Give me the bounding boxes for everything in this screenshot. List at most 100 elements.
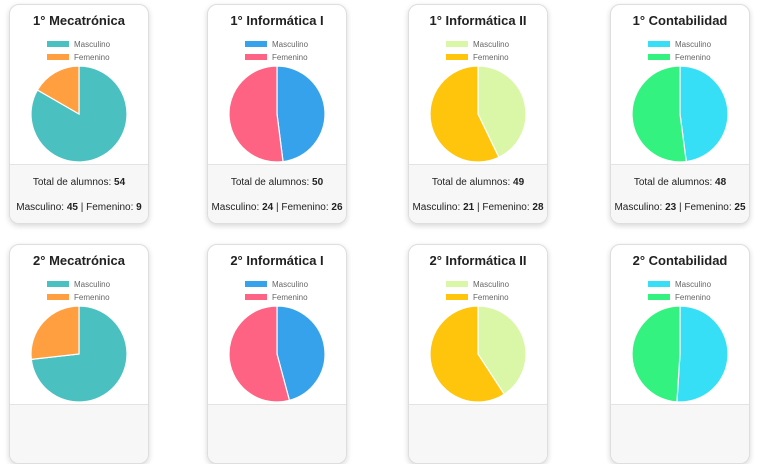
legend-item-female[interactable]: Femenino bbox=[245, 51, 308, 63]
female-label: Femenino: bbox=[281, 202, 329, 213]
legend-swatch bbox=[446, 41, 468, 47]
legend: Masculino Femenino bbox=[446, 38, 509, 64]
card-footer: Total de alumnos: 48 Masculino: 23 | Fem… bbox=[611, 164, 749, 223]
legend-swatch bbox=[648, 294, 670, 300]
legend-item-male[interactable]: Masculino bbox=[245, 38, 308, 50]
legend-swatch bbox=[47, 281, 69, 287]
pie-slice-femenino[interactable] bbox=[228, 65, 284, 163]
male-count: 23 bbox=[665, 202, 677, 213]
female-count: 25 bbox=[734, 202, 746, 213]
pie-slice-femenino[interactable] bbox=[631, 65, 687, 163]
legend-item-female[interactable]: Femenino bbox=[245, 291, 308, 303]
female-label: Femenino: bbox=[482, 202, 530, 213]
legend-swatch bbox=[446, 54, 468, 60]
course-card-2-informatica-i: 2° Informática I Masculino Femenino bbox=[207, 244, 347, 464]
legend-item-male[interactable]: Masculino bbox=[648, 278, 711, 290]
pie-chart bbox=[429, 65, 527, 163]
legend-item-female[interactable]: Femenino bbox=[47, 291, 110, 303]
legend: Masculino Femenino bbox=[648, 38, 711, 64]
total-value: 48 bbox=[715, 177, 727, 188]
pie-slice-femenino[interactable] bbox=[228, 305, 291, 403]
gender-counts: Masculino: 45 | Femenino: 9 bbox=[10, 202, 148, 213]
card-footer: Total de alumnos: 50 Masculino: 24 | Fem… bbox=[208, 164, 346, 223]
pie-chart bbox=[30, 305, 128, 403]
legend-swatch bbox=[47, 54, 69, 60]
legend-item-male[interactable]: Masculino bbox=[648, 38, 711, 50]
card-title: 1° Mecatrónica bbox=[33, 13, 125, 28]
legend-item-male[interactable]: Masculino bbox=[446, 278, 509, 290]
legend-label: Femenino bbox=[473, 52, 509, 62]
pie-slice-masculino[interactable] bbox=[477, 65, 527, 159]
pie-slice-masculino[interactable] bbox=[276, 305, 326, 402]
legend-label: Masculino bbox=[473, 279, 510, 289]
legend-label: Masculino bbox=[675, 39, 712, 49]
legend-label: Femenino bbox=[272, 292, 308, 302]
legend-label: Masculino bbox=[473, 39, 510, 49]
card-footer: Total de alumnos: 49 Masculino: 21 | Fem… bbox=[409, 164, 547, 223]
separator: | bbox=[275, 202, 279, 213]
legend-label: Femenino bbox=[272, 52, 308, 62]
legend-swatch bbox=[245, 41, 267, 47]
pie-slice-femenino[interactable] bbox=[429, 305, 506, 403]
legend-swatch bbox=[648, 54, 670, 60]
separator: | bbox=[80, 202, 84, 213]
course-card-1-contabilidad: 1° Contabilidad Masculino Femenino Total… bbox=[610, 4, 750, 224]
legend-label: Femenino bbox=[675, 292, 711, 302]
legend: Masculino Femenino bbox=[47, 278, 110, 304]
pie-slice-masculino[interactable] bbox=[679, 65, 729, 163]
male-count: 45 bbox=[66, 202, 78, 213]
legend-label: Femenino bbox=[74, 52, 110, 62]
legend-swatch bbox=[648, 41, 670, 47]
legend-item-male[interactable]: Masculino bbox=[47, 38, 110, 50]
legend-swatch bbox=[446, 281, 468, 287]
pie-slice-femenino[interactable] bbox=[36, 65, 80, 116]
total-students: Total de alumnos: 48 bbox=[611, 177, 749, 188]
male-count: 21 bbox=[463, 202, 475, 213]
card-title: 2° Informática II bbox=[429, 253, 527, 268]
male-count: 24 bbox=[262, 202, 274, 213]
legend-item-male[interactable]: Masculino bbox=[47, 278, 110, 290]
card-footer bbox=[208, 404, 346, 463]
female-count: 28 bbox=[532, 202, 544, 213]
pie-slice-masculino[interactable] bbox=[276, 65, 326, 163]
legend-swatch bbox=[245, 281, 267, 287]
legend-item-female[interactable]: Femenino bbox=[446, 51, 509, 63]
total-students: Total de alumnos: 49 bbox=[409, 177, 547, 188]
legend-swatch bbox=[245, 54, 267, 60]
gender-counts: Masculino: 21 | Femenino: 28 bbox=[409, 202, 547, 213]
legend-label: Masculino bbox=[74, 279, 111, 289]
male-label: Masculino: bbox=[16, 202, 65, 213]
legend-item-female[interactable]: Femenino bbox=[648, 51, 711, 63]
legend-item-female[interactable]: Femenino bbox=[47, 51, 110, 63]
card-footer bbox=[611, 404, 749, 463]
course-card-1-informatica-i: 1° Informática I Masculino Femenino Tota… bbox=[207, 4, 347, 224]
male-label: Masculino: bbox=[614, 202, 663, 213]
gender-counts: Masculino: 24 | Femenino: 26 bbox=[208, 202, 346, 213]
course-card-2-mecatronica: 2° Mecatrónica Masculino Femenino bbox=[9, 244, 149, 464]
legend-label: Femenino bbox=[675, 52, 711, 62]
pie-chart bbox=[228, 65, 326, 163]
female-label: Femenino: bbox=[684, 202, 732, 213]
pie-slice-femenino[interactable] bbox=[30, 305, 80, 361]
course-card-1-mecatronica: 1° Mecatrónica Masculino Femenino Total … bbox=[9, 4, 149, 224]
separator: | bbox=[476, 202, 480, 213]
female-label: Femenino: bbox=[86, 202, 134, 213]
legend-item-female[interactable]: Femenino bbox=[648, 291, 711, 303]
legend-label: Masculino bbox=[675, 279, 712, 289]
pie-slice-femenino[interactable] bbox=[429, 65, 500, 163]
total-students: Total de alumnos: 50 bbox=[208, 177, 346, 188]
card-title: 1° Contabilidad bbox=[632, 13, 728, 28]
pie-chart bbox=[631, 305, 729, 403]
total-label: Total de alumnos: bbox=[230, 177, 310, 188]
course-card-1-informatica-ii: 1° Informática II Masculino Femenino Tot… bbox=[408, 4, 548, 224]
pie-slice-femenino[interactable] bbox=[631, 305, 681, 403]
female-count: 26 bbox=[331, 202, 343, 213]
legend-item-male[interactable]: Masculino bbox=[446, 38, 509, 50]
male-label: Masculino: bbox=[412, 202, 461, 213]
gender-counts: Masculino: 23 | Femenino: 25 bbox=[611, 202, 749, 213]
pie-slice-masculino[interactable] bbox=[676, 305, 729, 403]
legend-swatch bbox=[245, 294, 267, 300]
legend-item-male[interactable]: Masculino bbox=[245, 278, 308, 290]
legend-item-female[interactable]: Femenino bbox=[446, 291, 509, 303]
total-value: 54 bbox=[114, 177, 126, 188]
